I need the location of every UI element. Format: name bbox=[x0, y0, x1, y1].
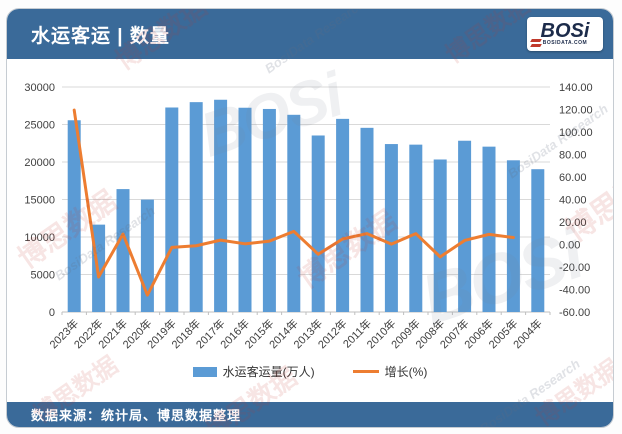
y-axis-right-label: -40.00 bbox=[559, 285, 590, 297]
bar-2021年 bbox=[116, 189, 130, 312]
y-axis-left-label: 20000 bbox=[24, 157, 55, 169]
bar-2012年 bbox=[336, 118, 350, 312]
bar-swatch-icon bbox=[192, 366, 217, 377]
y-axis-right-label: 0.00 bbox=[559, 240, 580, 252]
y-axis-left-label: 25000 bbox=[24, 120, 55, 132]
bar-2007年 bbox=[458, 140, 472, 312]
chart-legend: 水运客运量(万人) 增长(%) bbox=[7, 363, 613, 380]
y-axis-right-label: -60.00 bbox=[559, 307, 590, 319]
bar-2011年 bbox=[360, 127, 374, 312]
bosi-logo: BOSi BOSIDATA.COM bbox=[527, 17, 603, 51]
legend-item-line: 增长(%) bbox=[352, 363, 428, 380]
bar-line-chart: 0 5000 10000 15000 20000 25000 30000 -60.00 -40.… bbox=[24, 82, 593, 351]
legend-item-bar: 水运客运量(万人) bbox=[192, 363, 315, 380]
bar-2019年 bbox=[165, 107, 179, 312]
y-axis-left-label: 15000 bbox=[24, 195, 55, 207]
y-axis-left-label: 0 bbox=[49, 307, 55, 319]
bar-2015年 bbox=[262, 108, 276, 313]
y-axis-left-label: 5000 bbox=[31, 270, 55, 282]
report-card: 水运客运 | 数量 BOSi BOSIDATA.COM 0 5000 10000 15… bbox=[6, 8, 614, 428]
y-axis-right-label: 60.00 bbox=[559, 172, 587, 184]
chart-area: 0 5000 10000 15000 20000 25000 30000 -60.00 -40.… bbox=[7, 59, 613, 406]
data-source: 数据来源：统计局、博思数据整理 bbox=[31, 408, 242, 423]
y-axis-left-label: 30000 bbox=[24, 82, 55, 94]
y-axis-right-label: 80.00 bbox=[559, 150, 587, 162]
header: 水运客运 | 数量 BOSi BOSIDATA.COM bbox=[7, 9, 613, 59]
bar-2006年 bbox=[482, 146, 496, 312]
y-axis-right-label: -20.00 bbox=[559, 262, 590, 274]
bar-2013年 bbox=[311, 135, 325, 312]
footer: 数据来源：统计局、博思数据整理 bbox=[7, 402, 613, 427]
y-axis-right-label: 20.00 bbox=[559, 217, 587, 229]
y-axis-right-label: 40.00 bbox=[559, 195, 587, 207]
bar-2008年 bbox=[433, 159, 447, 312]
legend-bar-label: 水运客运量(万人) bbox=[222, 365, 315, 379]
legend-line-label: 增长(%) bbox=[384, 365, 428, 379]
bar-2017年 bbox=[214, 99, 228, 312]
line-swatch-icon bbox=[352, 370, 379, 373]
bar-2010年 bbox=[384, 144, 398, 312]
bar-2014年 bbox=[287, 114, 301, 312]
bar-2018年 bbox=[189, 102, 203, 312]
bar-2009年 bbox=[409, 144, 423, 312]
y-axis-right-label: 100.00 bbox=[559, 127, 593, 139]
y-axis-right-label: 140.00 bbox=[559, 82, 593, 94]
bar-2004年 bbox=[531, 169, 545, 312]
y-axis-left-label: 10000 bbox=[24, 232, 55, 244]
logo-stripe-icon bbox=[530, 44, 542, 47]
page-title: 水运客运 | 数量 bbox=[31, 25, 170, 47]
y-axis-right-label: 120.00 bbox=[559, 105, 593, 117]
growth-line bbox=[72, 108, 515, 297]
logo-text: BOSi bbox=[540, 20, 590, 42]
logo-stripe-icon bbox=[530, 39, 542, 42]
bar-2023年 bbox=[67, 120, 81, 312]
bar-2016年 bbox=[238, 107, 252, 312]
logo-subtext: BOSIDATA.COM bbox=[542, 40, 588, 46]
